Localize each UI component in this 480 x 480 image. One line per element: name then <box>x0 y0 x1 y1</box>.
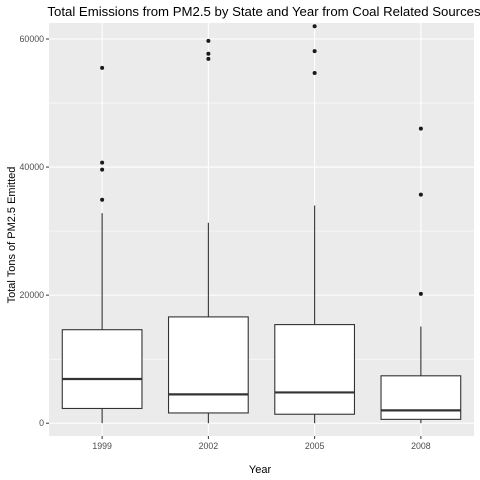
y-tick-label: 40000 <box>20 162 45 172</box>
outlier-point-2005 <box>312 24 317 29</box>
outlier-point-2002 <box>206 51 211 56</box>
box-2002 <box>167 316 249 414</box>
y-axis-title: Total Tons of PM2.5 Emitted <box>6 167 18 304</box>
y-tick-label: 20000 <box>20 290 45 300</box>
box-1999 <box>61 329 143 410</box>
x-tick-label: 2005 <box>305 441 325 451</box>
x-tick-label: 1999 <box>92 441 112 451</box>
outlier-point-2005 <box>312 49 317 54</box>
x-tick-label: 2002 <box>199 441 219 451</box>
y-tick-label: 0 <box>39 418 44 428</box>
box-2005 <box>274 324 356 415</box>
outlier-point-2008 <box>418 126 423 131</box>
outlier-point-1999 <box>100 160 105 165</box>
outlier-point-2002 <box>206 56 211 61</box>
outlier-point-2008 <box>418 291 423 296</box>
x-axis-title: Year <box>249 464 272 476</box>
x-tick-label: 2008 <box>411 441 431 451</box>
outlier-point-2002 <box>206 38 211 43</box>
box-2008 <box>380 375 462 420</box>
outlier-point-2005 <box>312 70 317 75</box>
outlier-point-1999 <box>100 197 105 202</box>
outlier-point-1999 <box>100 167 105 172</box>
chart-title: Total Emissions from PM2.5 by State and … <box>47 4 480 19</box>
y-tick-label: 60000 <box>20 34 45 44</box>
outlier-point-2008 <box>418 192 423 197</box>
outlier-point-1999 <box>100 65 105 70</box>
plot-panel: 0 20000 40000 60000 1999 2002 2005 2008 <box>20 23 474 451</box>
